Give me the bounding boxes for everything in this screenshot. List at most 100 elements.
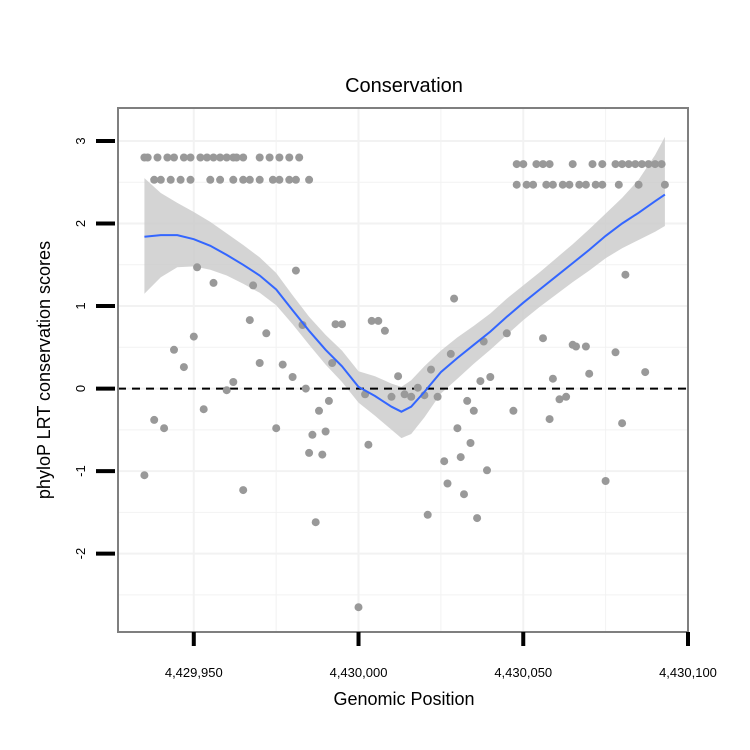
y-axis-title: phyloP LRT conservation scores	[34, 241, 54, 499]
confidence-band-layer	[144, 136, 665, 439]
data-point	[446, 349, 455, 358]
data-point	[255, 153, 264, 162]
x-tick-label: 4,430,050	[494, 665, 552, 680]
x-axis-title: Genomic Position	[333, 689, 474, 709]
data-point	[354, 603, 363, 612]
chart-title: Conservation	[345, 75, 463, 97]
data-point	[400, 390, 409, 399]
data-point	[598, 160, 607, 169]
data-point	[532, 160, 541, 169]
data-point	[140, 471, 149, 480]
data-point	[364, 440, 373, 449]
y-tick-label: 2	[73, 220, 88, 227]
data-point	[618, 419, 627, 428]
data-point	[338, 320, 346, 329]
data-point	[440, 457, 449, 466]
data-point	[611, 348, 620, 357]
smooth-line	[144, 193, 666, 413]
data-point	[311, 518, 320, 527]
data-point	[374, 316, 383, 325]
data-point	[268, 175, 277, 184]
data-point	[324, 396, 333, 405]
data-point	[291, 266, 300, 275]
data-point	[660, 180, 669, 189]
data-point	[469, 406, 478, 415]
data-point	[186, 175, 195, 184]
y-tick-label: 3	[73, 137, 88, 144]
data-point	[315, 406, 323, 415]
data-point	[598, 180, 607, 189]
data-point	[170, 345, 178, 354]
data-point	[529, 180, 538, 189]
data-point	[545, 160, 554, 169]
data-point	[621, 270, 630, 279]
data-point	[407, 392, 416, 401]
data-point	[522, 180, 531, 189]
data-point	[453, 424, 462, 433]
data-point	[160, 424, 169, 433]
data-point	[548, 180, 557, 189]
data-point	[321, 427, 330, 436]
data-point	[466, 439, 475, 447]
data-point	[285, 175, 294, 184]
data-point	[285, 153, 294, 162]
data-point	[203, 153, 211, 162]
data-point	[318, 450, 327, 459]
data-point	[476, 377, 485, 386]
data-point	[585, 369, 594, 378]
data-point	[176, 175, 185, 184]
data-point	[568, 160, 577, 169]
data-point	[301, 384, 310, 393]
data-point	[150, 415, 159, 424]
data-point	[222, 386, 231, 395]
data-point	[153, 153, 162, 162]
y-tick-label: -2	[73, 548, 88, 560]
data-point	[460, 490, 468, 499]
data-point	[591, 180, 600, 189]
data-point	[288, 373, 297, 381]
data-point	[331, 320, 340, 329]
data-point	[562, 392, 571, 401]
data-point	[166, 175, 175, 184]
data-point	[575, 180, 584, 189]
data-point	[651, 160, 660, 169]
data-point	[265, 153, 274, 162]
data-point	[545, 415, 554, 424]
data-point	[433, 392, 442, 401]
x-tick-label: 4,429,950	[165, 665, 223, 680]
data-point	[328, 359, 337, 367]
data-point	[199, 405, 208, 414]
data-point	[542, 180, 551, 189]
data-point	[519, 160, 528, 169]
data-point	[601, 477, 610, 485]
data-point	[275, 175, 284, 184]
axes-layer: 4,429,950 4,430,000 4,430,050 4,430,100 -2 -1…	[73, 137, 717, 680]
data-point	[193, 263, 202, 272]
data-point	[572, 342, 580, 351]
data-point	[239, 175, 248, 184]
y-tick-label: 1	[73, 302, 88, 309]
data-point	[143, 153, 152, 162]
x-tick-label: 4,430,000	[330, 665, 388, 680]
data-point	[367, 316, 376, 325]
data-point	[278, 360, 287, 369]
data-point	[232, 153, 241, 162]
y-tick-label: 0	[73, 385, 88, 392]
data-point	[657, 160, 666, 169]
data-point	[262, 329, 271, 338]
data-point	[473, 514, 482, 523]
data-point	[222, 153, 231, 162]
data-point	[245, 316, 254, 325]
data-point	[427, 365, 435, 374]
data-point	[150, 175, 159, 184]
data-point	[179, 153, 188, 162]
data-point	[308, 430, 317, 439]
data-point	[206, 175, 215, 184]
data-point	[512, 180, 521, 189]
data-point	[209, 278, 218, 287]
data-point	[463, 396, 472, 405]
data-point	[509, 406, 518, 415]
data-point	[209, 153, 218, 162]
data-point	[581, 180, 590, 189]
data-point	[450, 294, 459, 303]
